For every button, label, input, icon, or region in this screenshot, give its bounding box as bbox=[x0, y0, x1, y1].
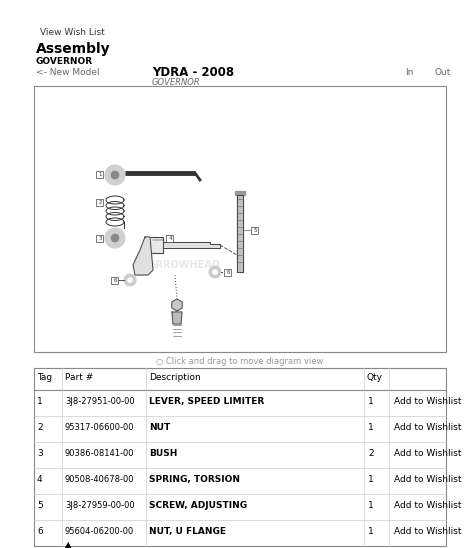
Bar bbox=[166, 235, 173, 242]
Text: 90386-08141-00: 90386-08141-00 bbox=[65, 449, 135, 458]
Circle shape bbox=[124, 274, 136, 286]
Text: Add to Wishlist: Add to Wishlist bbox=[394, 527, 462, 536]
Bar bbox=[252, 226, 258, 233]
Text: GOVERNOR: GOVERNOR bbox=[36, 57, 93, 66]
Bar bbox=[145, 237, 163, 253]
Text: View Wish List: View Wish List bbox=[40, 28, 105, 37]
Text: Tag: Tag bbox=[37, 373, 52, 382]
Circle shape bbox=[105, 165, 125, 185]
Text: 1: 1 bbox=[368, 397, 374, 406]
Text: 3: 3 bbox=[98, 236, 102, 241]
Bar bbox=[34, 368, 446, 546]
Text: Part #: Part # bbox=[65, 373, 93, 382]
Circle shape bbox=[128, 277, 133, 283]
Bar bbox=[97, 235, 103, 242]
Text: 6: 6 bbox=[113, 277, 117, 283]
Text: 95604-06200-00: 95604-06200-00 bbox=[65, 527, 134, 536]
Bar bbox=[111, 277, 118, 283]
Text: 3J8-27951-00-00: 3J8-27951-00-00 bbox=[65, 397, 135, 406]
Text: GOVERNOR: GOVERNOR bbox=[152, 78, 201, 87]
Polygon shape bbox=[235, 191, 245, 195]
Text: 2: 2 bbox=[368, 449, 374, 458]
Text: Add to Wishlist: Add to Wishlist bbox=[394, 397, 462, 406]
Text: 5: 5 bbox=[253, 227, 257, 232]
Circle shape bbox=[212, 270, 218, 275]
Text: Add to Wishlist: Add to Wishlist bbox=[394, 423, 462, 432]
Text: ARROWHEAD: ARROWHEAD bbox=[149, 260, 221, 270]
Circle shape bbox=[111, 234, 119, 242]
Text: 1: 1 bbox=[368, 475, 374, 484]
Polygon shape bbox=[163, 242, 220, 248]
Text: 1: 1 bbox=[368, 527, 374, 536]
Text: LEVER, SPEED LIMITER: LEVER, SPEED LIMITER bbox=[149, 397, 264, 406]
Text: SPRING, TORSION: SPRING, TORSION bbox=[149, 475, 240, 484]
Text: Out: Out bbox=[435, 68, 451, 77]
Text: 1: 1 bbox=[368, 501, 374, 510]
Polygon shape bbox=[237, 195, 243, 272]
Polygon shape bbox=[172, 312, 182, 324]
Text: 90508-40678-00: 90508-40678-00 bbox=[65, 475, 135, 484]
Text: Qty: Qty bbox=[367, 373, 383, 382]
Text: 2: 2 bbox=[98, 199, 102, 204]
Text: 1: 1 bbox=[37, 397, 43, 406]
Bar bbox=[34, 86, 446, 352]
Bar bbox=[97, 198, 103, 206]
Text: Add to Wishlist: Add to Wishlist bbox=[394, 501, 462, 510]
Text: SCREW, ADJUSTING: SCREW, ADJUSTING bbox=[149, 501, 247, 510]
Text: 1: 1 bbox=[98, 172, 102, 176]
Text: ○ Click and drag to move diagram view: ○ Click and drag to move diagram view bbox=[156, 357, 324, 366]
Polygon shape bbox=[133, 237, 153, 275]
Text: Description: Description bbox=[149, 373, 201, 382]
Text: 5: 5 bbox=[37, 501, 43, 510]
Circle shape bbox=[111, 171, 119, 179]
Text: ▲: ▲ bbox=[65, 540, 72, 548]
Text: Assembly: Assembly bbox=[36, 42, 110, 56]
Bar bbox=[225, 269, 231, 276]
Text: 1: 1 bbox=[368, 423, 374, 432]
Text: In: In bbox=[405, 68, 413, 77]
Text: Add to Wishlist: Add to Wishlist bbox=[394, 475, 462, 484]
Text: 4: 4 bbox=[37, 475, 43, 484]
Circle shape bbox=[209, 266, 221, 278]
Text: 6: 6 bbox=[37, 527, 43, 536]
Text: 2: 2 bbox=[37, 423, 43, 432]
Text: <- New Model: <- New Model bbox=[36, 68, 100, 77]
Text: NUT, U FLANGE: NUT, U FLANGE bbox=[149, 527, 226, 536]
Bar bbox=[97, 170, 103, 178]
Text: Add to Wishlist: Add to Wishlist bbox=[394, 449, 462, 458]
Text: 3J8-27959-00-00: 3J8-27959-00-00 bbox=[65, 501, 135, 510]
Text: NUT: NUT bbox=[149, 423, 170, 432]
Text: 95317-06600-00: 95317-06600-00 bbox=[65, 423, 135, 432]
Text: 6: 6 bbox=[226, 270, 230, 275]
Text: 3: 3 bbox=[37, 449, 43, 458]
Circle shape bbox=[105, 228, 125, 248]
Polygon shape bbox=[172, 299, 182, 311]
Text: YDRA - 2008: YDRA - 2008 bbox=[152, 66, 234, 79]
Text: BUSH: BUSH bbox=[149, 449, 177, 458]
Text: 4: 4 bbox=[168, 236, 172, 241]
